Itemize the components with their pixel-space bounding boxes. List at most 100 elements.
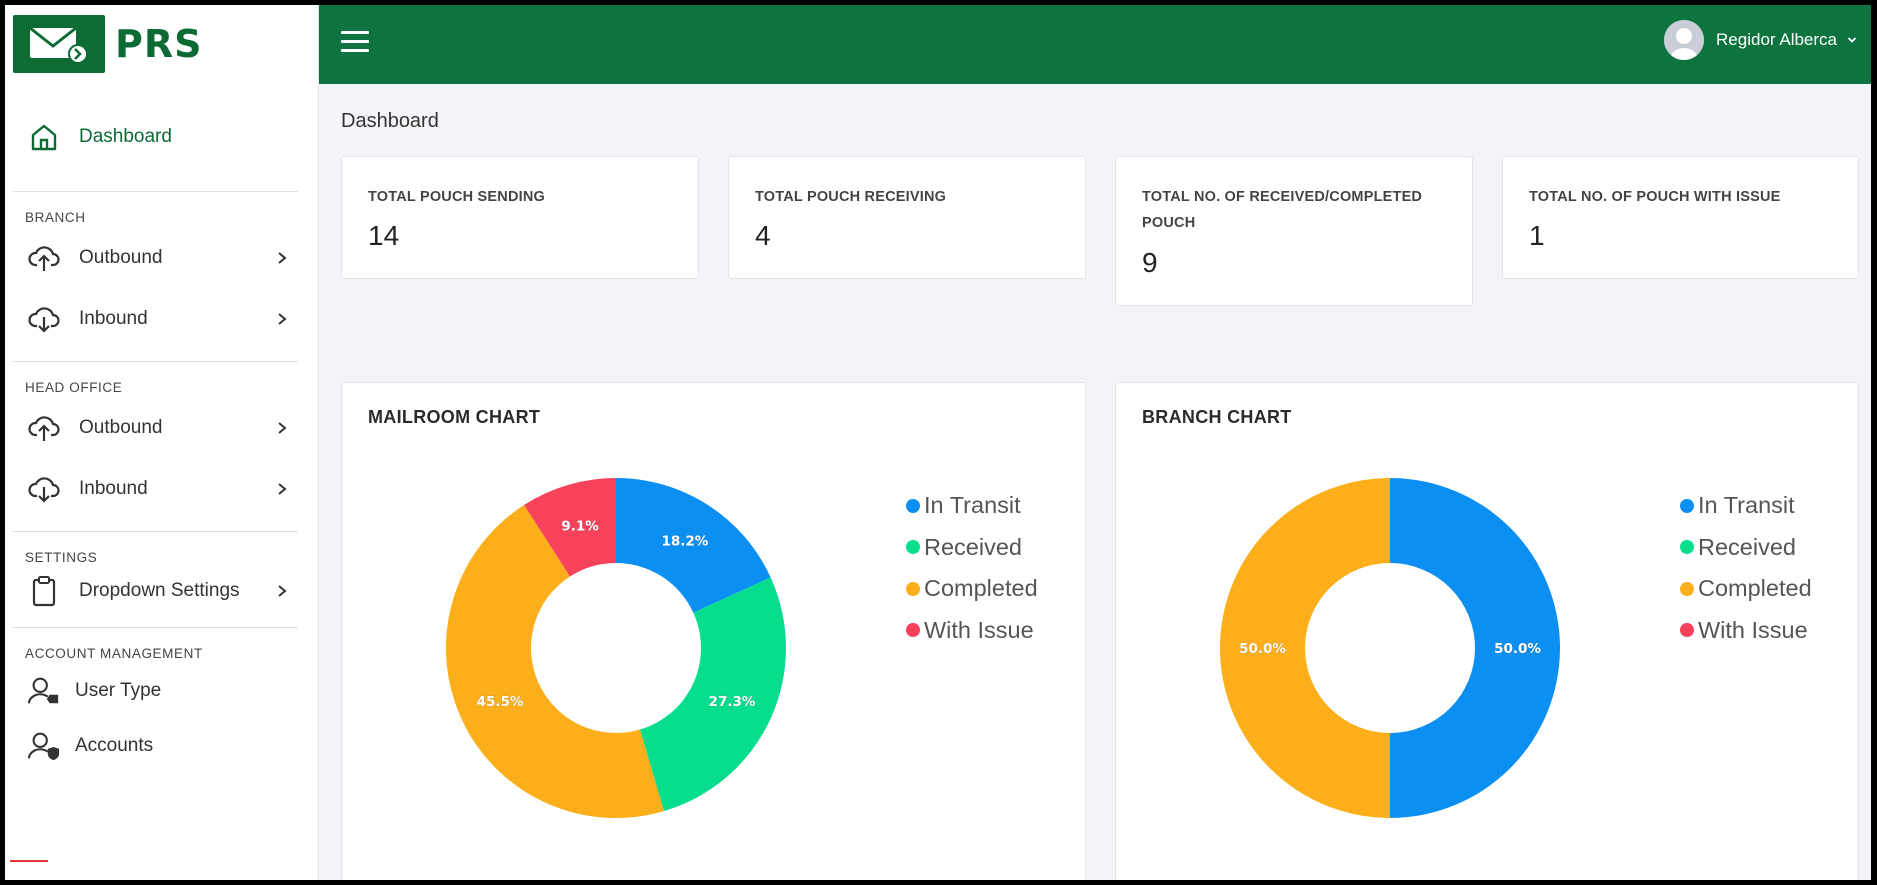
section-title-account-management: ACCOUNT MANAGEMENT — [25, 646, 203, 661]
stat-value: 4 — [755, 220, 771, 251]
legend-item[interactable]: Completed — [906, 568, 1038, 610]
brand-name: PRS — [115, 22, 203, 66]
legend-item[interactable]: Completed — [1680, 568, 1812, 610]
chart-legend: In Transit Received Completed With Issue — [1680, 485, 1812, 651]
chevron-right-icon — [278, 312, 287, 325]
sidebar: PRS Dashboard BRANCH Outbound Inbound — [5, 5, 319, 880]
cloud-upload-icon — [27, 241, 61, 275]
legend-item[interactable]: Received — [906, 527, 1038, 569]
legend-item[interactable]: In Transit — [906, 485, 1038, 527]
legend-color-dot — [1680, 623, 1694, 638]
stat-value: 9 — [1142, 247, 1158, 278]
stat-card-received-completed: TOTAL NO. OF RECEIVED/COMPLETED POUCH 9 — [1115, 156, 1473, 306]
donut-slice-completed[interactable] — [1220, 478, 1390, 818]
sidebar-item-accounts[interactable]: Accounts — [5, 718, 318, 773]
legend-color-dot — [906, 623, 920, 638]
section-title-head-office: HEAD OFFICE — [25, 380, 123, 395]
user-name: Regidor Alberca — [1716, 30, 1837, 49]
divider — [13, 361, 298, 362]
divider — [13, 531, 298, 532]
divider — [13, 191, 298, 192]
envelope-logo-icon — [13, 15, 105, 73]
user-tag-icon — [27, 674, 61, 708]
legend-label: With Issue — [924, 616, 1034, 643]
cloud-download-icon — [27, 302, 61, 336]
legend-item[interactable]: Received — [1680, 527, 1812, 569]
legend-item[interactable]: With Issue — [1680, 610, 1812, 652]
user-shield-icon — [27, 729, 61, 763]
chevron-right-icon — [278, 482, 287, 495]
stat-caption: TOTAL POUCH SENDING — [368, 189, 546, 205]
mailroom-chart-card: MAILROOM CHART 18.2% 27.3% 45.5% 9.1% In Tr… — [341, 382, 1086, 880]
section-title-settings: SETTINGS — [25, 550, 98, 565]
legend-color-dot — [906, 581, 920, 596]
chevron-right-icon — [278, 585, 287, 597]
legend-label: With Issue — [1698, 616, 1808, 643]
sidebar-item-branch-outbound[interactable]: Outbound — [5, 227, 318, 288]
brand[interactable]: PRS — [5, 5, 318, 83]
donut-slice-in-transit[interactable] — [616, 478, 771, 613]
donut-slice-received[interactable] — [639, 577, 786, 812]
top-bar: Regidor Alberca — [319, 5, 1871, 84]
legend-label: Completed — [924, 575, 1038, 602]
slice-data-label: 50.0% — [1239, 641, 1286, 657]
slice-data-label: 9.1% — [561, 519, 599, 535]
stat-caption: TOTAL NO. OF POUCH WITH ISSUE — [1529, 189, 1781, 205]
slice-data-label: 18.2% — [662, 534, 709, 550]
sidebar-item-label: User Type — [75, 679, 162, 701]
legend-color-dot — [906, 540, 920, 555]
legend-label: Received — [1698, 533, 1796, 560]
home-icon — [27, 120, 61, 154]
stat-card-pouch-sending: TOTAL POUCH SENDING 14 — [341, 156, 699, 279]
chart-title: MAILROOM CHART — [368, 407, 541, 427]
legend-item[interactable]: In Transit — [1680, 485, 1812, 527]
legend-label: Received — [924, 533, 1022, 560]
sidebar-item-label: Outbound — [79, 246, 163, 268]
branch-chart-card: BRANCH CHART 50.0% 50.0% In Transit Receiv… — [1115, 382, 1859, 880]
sidebar-item-label: Inbound — [79, 477, 148, 499]
legend-label: In Transit — [924, 492, 1021, 519]
chart-legend: In Transit Received Completed With Issue — [906, 485, 1038, 651]
sidebar-item-branch-inbound[interactable]: Inbound — [5, 288, 318, 349]
sidebar-item-user-type[interactable]: User Type — [5, 663, 318, 718]
legend-color-dot — [1680, 498, 1694, 513]
legend-label: Completed — [1698, 575, 1812, 602]
stat-value: 14 — [368, 220, 400, 251]
stat-card-pouch-receiving: TOTAL POUCH RECEIVING 4 — [728, 156, 1086, 279]
user-menu[interactable]: Regidor Alberca — [1664, 19, 1857, 61]
page-title: Dashboard — [341, 110, 439, 132]
cloud-download-icon — [27, 472, 61, 506]
sidebar-item-dashboard[interactable]: Dashboard — [5, 113, 318, 161]
stat-card-pouch-with-issue: TOTAL NO. OF POUCH WITH ISSUE 1 — [1502, 156, 1859, 279]
sidebar-item-label: Dropdown Settings — [79, 580, 240, 601]
section-title-branch: BRANCH — [25, 210, 86, 225]
slice-data-label: 45.5% — [477, 694, 524, 710]
chevron-down-icon — [1847, 37, 1857, 43]
sidebar-item-head-office-inbound[interactable]: Inbound — [5, 458, 318, 519]
sidebar-item-dropdown-settings[interactable]: Dropdown Settings — [5, 567, 318, 615]
app-window: PRS Dashboard BRANCH Outbound Inbound — [5, 5, 1871, 880]
sidebar-item-label: Accounts — [75, 734, 154, 756]
chevron-right-icon — [278, 421, 287, 434]
donut-slice-completed[interactable] — [446, 504, 664, 818]
sidebar-item-label: Dashboard — [79, 126, 172, 147]
legend-label: In Transit — [1698, 492, 1795, 519]
mailroom-donut-chart: 18.2% 27.3% 45.5% 9.1% — [446, 478, 786, 818]
chart-title: BRANCH CHART — [1142, 407, 1292, 427]
scroll-indicator — [10, 860, 48, 874]
legend-item[interactable]: With Issue — [906, 610, 1038, 652]
slice-data-label: 27.3% — [709, 694, 756, 710]
donut-slice-in-transit[interactable] — [1390, 478, 1560, 818]
legend-color-dot — [1680, 581, 1694, 596]
slice-data-label: 50.0% — [1494, 641, 1541, 657]
branch-donut-chart: 50.0% 50.0% — [1220, 478, 1560, 818]
stat-value: 1 — [1529, 220, 1545, 251]
legend-color-dot — [906, 498, 920, 513]
donut-slice-with-issue[interactable] — [524, 478, 616, 577]
stat-caption: TOTAL NO. OF RECEIVED/COMPLETED POUCH — [1142, 189, 1423, 231]
sidebar-item-label: Outbound — [79, 416, 163, 438]
sidebar-item-head-office-outbound[interactable]: Outbound — [5, 397, 318, 458]
clipboard-icon — [27, 574, 61, 608]
hamburger-menu-icon[interactable] — [341, 31, 369, 57]
cloud-upload-icon — [27, 411, 61, 445]
